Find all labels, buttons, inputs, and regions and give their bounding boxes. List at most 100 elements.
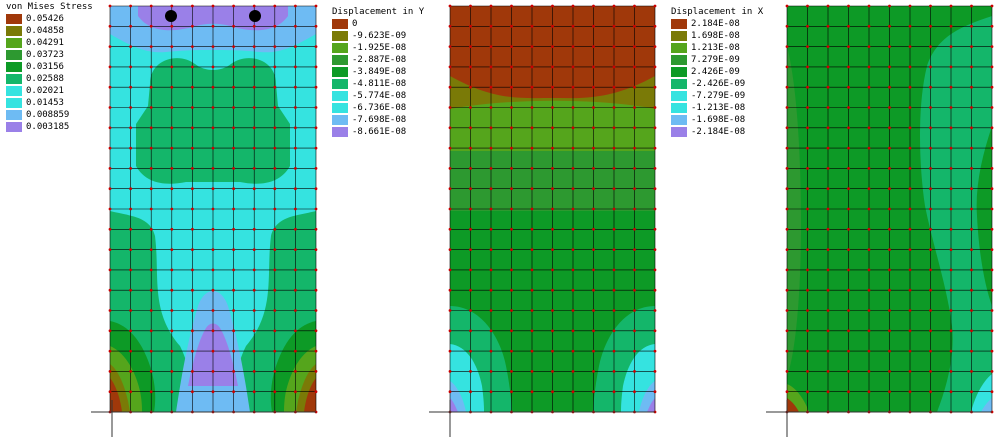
mesh-node: [929, 85, 932, 89]
mesh-node: [990, 288, 994, 292]
mesh-node: [633, 329, 636, 333]
mesh-node: [232, 24, 235, 28]
mesh-node: [571, 106, 575, 109]
mesh-node: [949, 288, 953, 292]
mesh-node: [314, 45, 318, 48]
mesh-node: [314, 4, 318, 8]
mesh-node: [211, 248, 215, 252]
mesh-node: [612, 207, 616, 211]
mesh-node: [571, 329, 575, 333]
mesh-node: [448, 288, 452, 292]
displacement-y-svg: [448, 4, 657, 414]
mesh-node: [510, 288, 513, 292]
color-swatch: [332, 31, 348, 41]
mesh-node: [888, 207, 891, 211]
legend-entry: 0.05426: [6, 13, 93, 25]
mesh-node: [314, 85, 318, 89]
mesh-node: [149, 349, 153, 353]
mesh-node: [129, 288, 132, 292]
mesh-node: [826, 288, 830, 292]
mesh-node: [191, 167, 194, 170]
legend-entry: -9.623E-09: [332, 30, 424, 42]
mesh-node: [653, 329, 657, 333]
mesh-node: [908, 309, 912, 312]
mesh-node: [294, 85, 297, 89]
mesh-node: [530, 288, 534, 292]
legend-entry: -6.736E-08: [332, 102, 424, 114]
mesh-node: [448, 106, 452, 109]
legend-entry: 0.04858: [6, 25, 93, 37]
mesh-node: [908, 146, 912, 150]
mesh-node: [929, 45, 932, 48]
mesh-node: [469, 4, 472, 8]
mesh-node: [273, 309, 277, 312]
legend-value: -7.279E-09: [691, 91, 746, 101]
mesh-node: [970, 329, 973, 333]
mesh-node: [806, 4, 809, 8]
mesh-node: [653, 309, 657, 312]
legend-entry: -1.698E-08: [671, 114, 763, 126]
mesh-node: [314, 288, 318, 292]
mesh-node: [847, 248, 850, 252]
mesh-node: [592, 288, 595, 292]
mesh-node: [314, 390, 318, 394]
mesh-node: [108, 24, 112, 28]
mesh-node: [867, 167, 871, 170]
mesh-node: [867, 349, 871, 353]
mesh-node: [867, 207, 871, 211]
mesh-node: [949, 167, 953, 170]
mesh-node: [170, 288, 174, 292]
stress-contour-svg: [108, 4, 318, 414]
mesh-node: [211, 390, 215, 394]
mesh-node: [232, 329, 235, 333]
legend-entry: 0.03156: [6, 61, 93, 73]
mesh-node: [232, 167, 235, 170]
mesh-node: [826, 24, 830, 28]
mesh-node: [888, 167, 891, 170]
legend-displacement-y: Displacement in Y 0 -9.623E-09 -1.925E-0…: [332, 6, 424, 138]
mesh-node: [571, 349, 575, 353]
mesh-node: [129, 309, 132, 312]
mesh-node: [108, 187, 112, 191]
mesh-node: [970, 288, 973, 292]
mesh-node: [530, 390, 534, 394]
mesh-node: [990, 4, 994, 8]
mesh-node: [469, 24, 472, 28]
mesh-node: [867, 309, 871, 312]
mesh-node: [970, 24, 973, 28]
mesh-node: [990, 329, 994, 333]
mesh-node: [888, 85, 891, 89]
mesh-node: [908, 126, 912, 130]
mesh-node: [929, 349, 932, 353]
mesh-node: [149, 370, 153, 373]
mesh-node: [191, 329, 194, 333]
mesh-node: [571, 146, 575, 150]
mesh-node: [530, 309, 534, 312]
mesh-node: [314, 65, 318, 69]
mesh-node: [949, 370, 953, 373]
mesh-node: [232, 146, 235, 150]
mesh-node: [612, 4, 616, 8]
mesh-node: [571, 227, 575, 231]
mesh-node: [551, 227, 554, 231]
mesh-node: [785, 227, 789, 231]
mesh-node: [273, 65, 277, 69]
mesh-node: [129, 126, 132, 130]
mesh-node: [211, 370, 215, 373]
mesh-node: [785, 207, 789, 211]
legend-entry: 1.698E-08: [671, 30, 763, 42]
mesh-node: [551, 329, 554, 333]
mesh-node: [551, 4, 554, 8]
legend-value: 0.05426: [26, 14, 64, 24]
mesh-node: [149, 4, 153, 8]
mesh-node: [633, 227, 636, 231]
mesh-node: [149, 329, 153, 333]
mesh-node: [633, 207, 636, 211]
mesh-node: [252, 349, 256, 353]
mesh-node: [108, 370, 112, 373]
mesh-node: [232, 370, 235, 373]
mesh-node: [592, 268, 595, 272]
legend-value: -4.811E-08: [352, 79, 407, 89]
mesh-node: [510, 309, 513, 312]
mesh-node: [612, 248, 616, 252]
